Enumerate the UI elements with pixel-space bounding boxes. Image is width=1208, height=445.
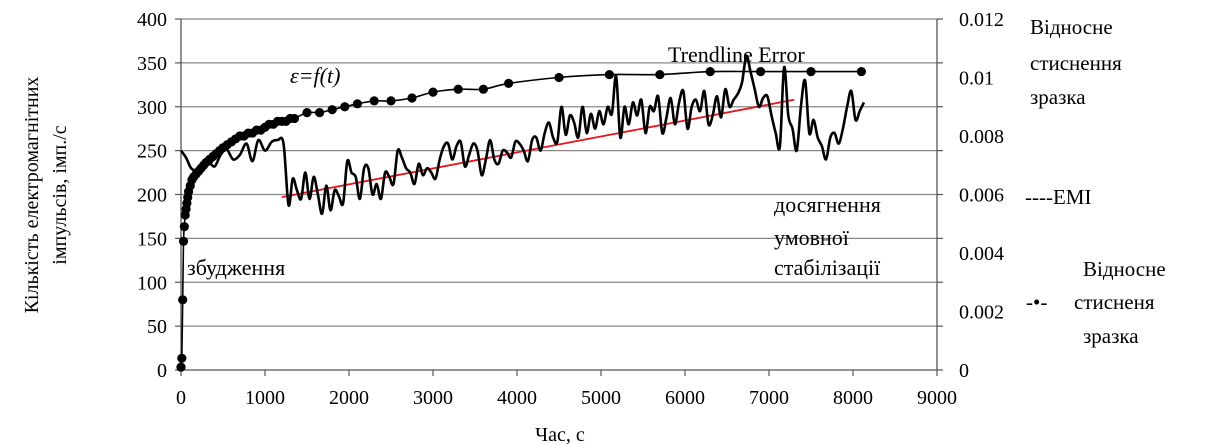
strain-point-3 <box>178 236 189 246</box>
y-left-tick-label-0: 0 <box>157 360 167 382</box>
x-tick-label-6: 6000 <box>665 387 705 409</box>
y-right-tick-label-3: 0.006 <box>959 185 1004 207</box>
x-tick-label-1: 1000 <box>245 387 285 409</box>
legend-strain-line2: стисненя <box>1074 290 1155 314</box>
y-left-tick-label-2: 100 <box>137 272 167 294</box>
strain-point-55 <box>705 67 715 77</box>
strain-point-43 <box>340 102 350 112</box>
strain-point-2 <box>178 295 188 305</box>
x-tick-label-2: 2000 <box>329 387 369 409</box>
strain-point-42 <box>327 105 337 115</box>
x-tick-label-3: 3000 <box>413 387 453 409</box>
y-left-tick-label-8: 400 <box>137 9 167 31</box>
strain-point-41 <box>315 108 325 118</box>
strain-point-49 <box>453 84 463 94</box>
legend-strain-line1: Відносне <box>1083 257 1166 281</box>
y-right-tick-label-0: 0 <box>959 360 969 382</box>
legend-emi-entry: ----EMI <box>1025 185 1091 209</box>
y-left-tick-label-6: 300 <box>137 97 167 119</box>
strain-point-39 <box>289 113 299 124</box>
y-left-tick-label-1: 50 <box>147 316 167 338</box>
x-tick-label-4: 4000 <box>497 387 537 409</box>
strain-point-54 <box>655 69 665 80</box>
legend: Відносне стиснення зразка ----EMI Віднос… <box>1025 15 1166 348</box>
legend-strain-marker: -•- <box>1026 290 1047 314</box>
y-left-tick-label-7: 350 <box>137 53 167 75</box>
strain-point-52 <box>554 72 564 83</box>
strain-point-44 <box>352 99 362 109</box>
strain-point-1 <box>177 353 187 363</box>
tick-labels: 05010015020025030035040000.0020.0040.006… <box>137 9 1004 409</box>
stabilization-annotation-line1: досягнення <box>774 192 881 217</box>
y-left-tick-label-3: 150 <box>137 228 167 250</box>
y-axis-title-line2: імпульсів, імп./с <box>49 125 71 264</box>
strain-point-56 <box>756 67 766 77</box>
formula-annotation: ε=f(t) <box>290 63 340 88</box>
strain-point-45 <box>369 96 379 106</box>
legend-title-line2: стиснення <box>1030 51 1122 75</box>
x-tick-label-7: 7000 <box>749 387 789 409</box>
x-tick-label-9: 9000 <box>917 387 957 409</box>
strain-point-57 <box>806 67 816 77</box>
y-axis-title-line1: Кількість електромагнітних <box>21 77 43 314</box>
trendline-label: Trendline Error <box>668 42 805 67</box>
strain-point-48 <box>428 87 438 97</box>
emi-line <box>179 54 866 216</box>
excitation-annotation: збудження <box>187 255 285 280</box>
x-tick-label-5: 5000 <box>581 387 621 409</box>
stabilization-annotation-line3: стабілізації <box>774 255 881 280</box>
strain-series <box>176 67 867 372</box>
y-right-tick-label-1: 0.002 <box>959 302 1004 324</box>
y-left-tick-label-5: 250 <box>137 141 167 163</box>
emi-series <box>179 54 866 216</box>
strain-point-47 <box>407 93 417 103</box>
x-axis-title: Час, с <box>535 424 585 445</box>
gridlines <box>181 18 937 327</box>
legend-title-line1: Відносне <box>1030 15 1113 39</box>
y-right-tick-label-2: 0.004 <box>959 243 1004 265</box>
y-right-tick-label-4: 0.008 <box>959 126 1004 148</box>
legend-title-line3: зразка <box>1030 85 1086 109</box>
strain-point-40 <box>302 108 312 118</box>
x-tick-label-8: 8000 <box>833 387 873 409</box>
strain-point-50 <box>478 84 488 94</box>
legend-strain-line3: зразка <box>1083 324 1139 348</box>
axes <box>175 18 943 376</box>
y-right-tick-label-5: 0.01 <box>959 68 994 90</box>
y-right-tick-label-6: 0.012 <box>959 9 1004 31</box>
x-tick-label-0: 0 <box>176 387 186 409</box>
stabilization-annotation-line2: умовної <box>774 225 850 250</box>
strain-point-46 <box>386 96 396 106</box>
strain-point-58 <box>856 67 867 77</box>
strain-point-51 <box>504 78 514 88</box>
strain-point-4 <box>179 222 189 232</box>
strain-point-0 <box>176 362 186 372</box>
y-left-tick-label-4: 200 <box>137 185 167 207</box>
strain-point-53 <box>604 69 615 80</box>
